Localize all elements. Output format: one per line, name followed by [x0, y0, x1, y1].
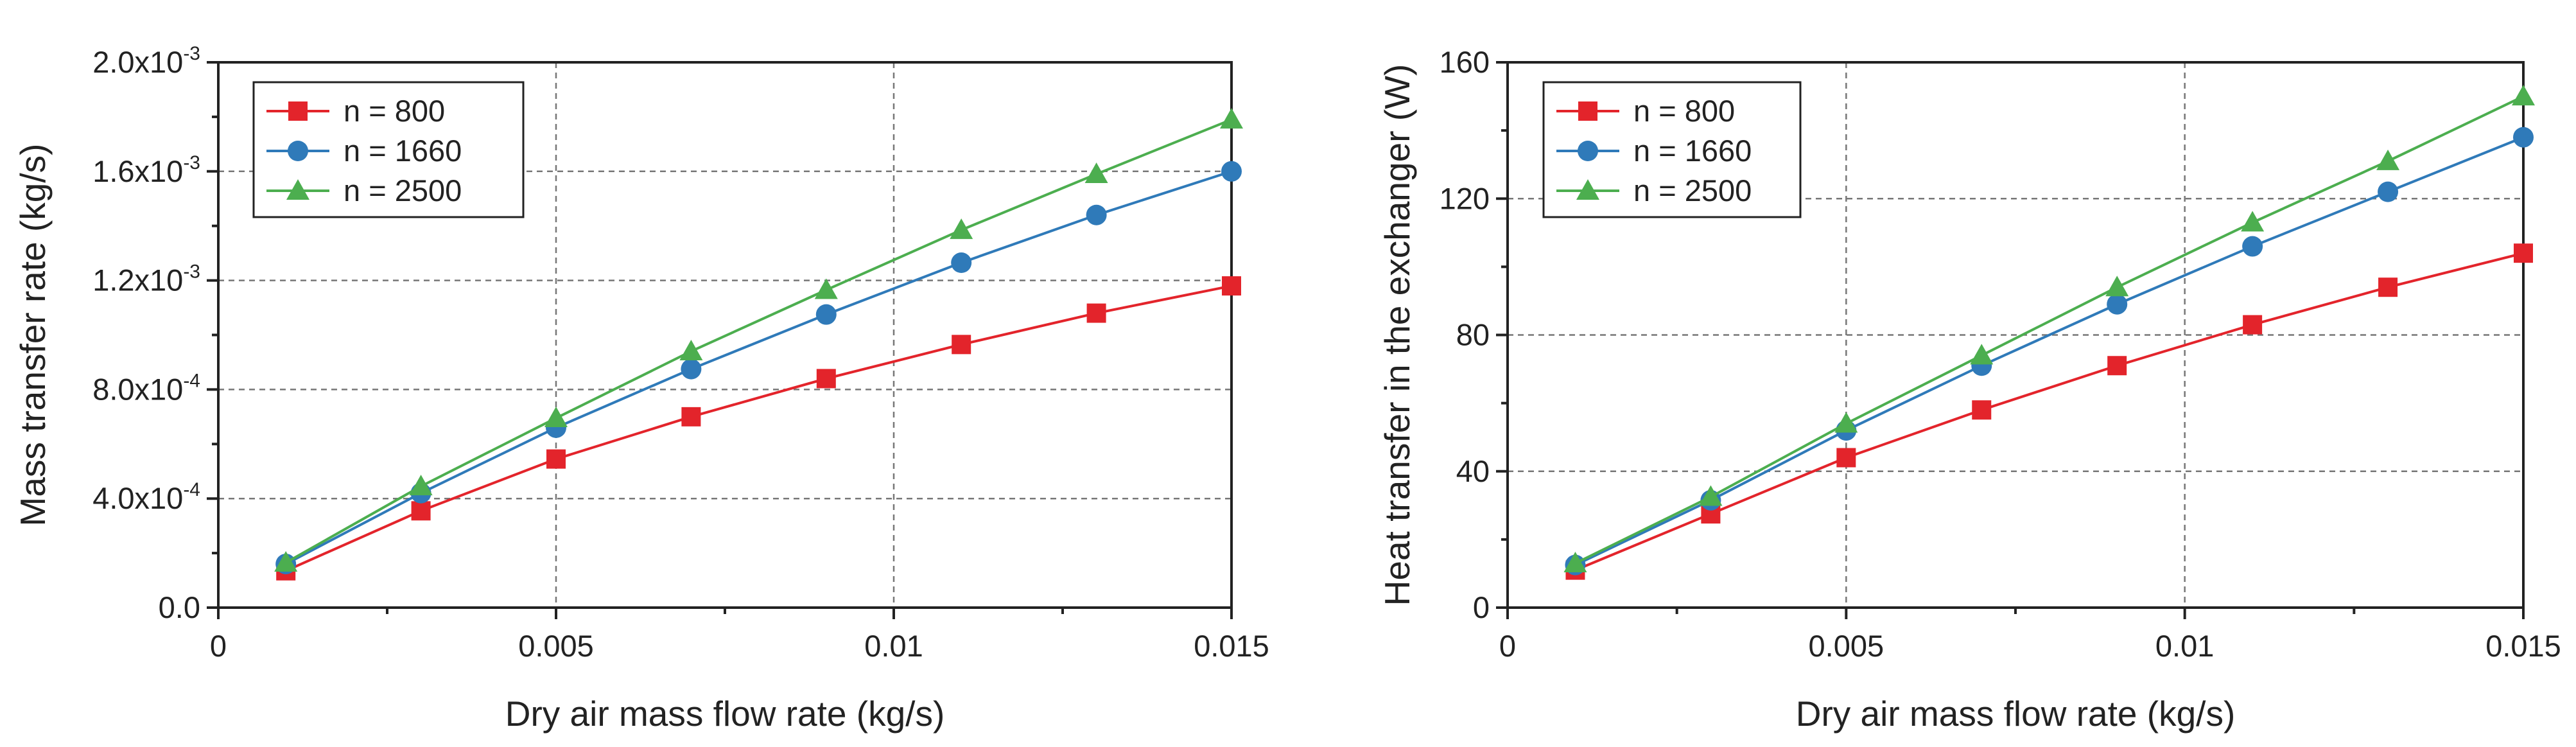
data-point: [1834, 412, 1858, 433]
legend-label: n = 800: [344, 94, 445, 128]
x-tick-label: 0.005: [518, 629, 594, 663]
data-point: [2242, 236, 2263, 257]
legend-label: n = 2500: [1633, 173, 1752, 207]
series-line: [1574, 95, 2524, 565]
legend-marker: [1578, 101, 1597, 121]
data-point: [2378, 181, 2399, 202]
series-line: [285, 170, 1232, 565]
data-point: [544, 406, 568, 427]
series-n-2500: [1563, 85, 2535, 573]
series-n-800: [1565, 243, 2533, 580]
data-point: [546, 449, 566, 469]
y-tick-label: 40: [1456, 454, 1490, 488]
x-tick-label: 0: [1499, 629, 1516, 663]
data-point: [1084, 163, 1108, 184]
data-point: [814, 278, 838, 299]
data-point: [816, 369, 836, 389]
y-tick-label: 0.0: [159, 590, 200, 624]
legend-label: n = 1660: [1633, 134, 1752, 168]
data-point: [274, 550, 298, 572]
legend-label: n = 800: [1633, 94, 1735, 128]
data-point: [2105, 276, 2129, 297]
legend-marker: [288, 101, 308, 121]
x-tick-label: 0.015: [2485, 629, 2561, 663]
data-point: [1699, 485, 1723, 506]
data-point: [2107, 356, 2127, 376]
y-axis-title: Heat transfer in the exchanger (W): [1377, 64, 1417, 606]
data-point: [2107, 294, 2128, 315]
data-point: [1220, 108, 1243, 129]
y-tick-label: 4.0x10-4: [92, 479, 200, 515]
x-tick-label: 0.01: [864, 629, 923, 663]
data-point: [681, 407, 701, 426]
data-point: [679, 339, 703, 360]
legend-marker: [1576, 179, 1599, 200]
series-line: [285, 118, 1232, 564]
data-point: [950, 218, 973, 240]
data-point: [2512, 85, 2535, 106]
legend: n = 800 n = 1660 n = 2500: [1542, 81, 1802, 218]
y-tick-label: 8.0x10-4: [92, 370, 200, 406]
chart-panel-2: 0 0.005 0.01 0.015 0 40 80 120 160 Dry air mass f…: [1377, 45, 2561, 734]
data-point: [1836, 448, 1856, 468]
y-tick-label: 1.6x10-3: [92, 152, 200, 188]
series-n-2500: [274, 108, 1243, 572]
legend: n = 800 n = 1660 n = 2500: [252, 81, 525, 218]
legend-marker: [288, 141, 308, 161]
chart-panel-1: 0 0.005 0.01 0.015 0.0 4.0x10-4 8.0x10-4 1.2x10…: [13, 43, 1269, 734]
y-axis-title: Mass transfer rate (kg/s): [13, 144, 53, 527]
data-point: [952, 335, 971, 355]
series-n-1660: [275, 161, 1242, 575]
y-tick-label: 2.0x10-3: [92, 43, 200, 79]
x-tick-label: 0.015: [1194, 629, 1269, 663]
data-point: [1221, 161, 1242, 182]
data-point: [1563, 552, 1587, 573]
legend-marker: [286, 179, 309, 200]
data-point: [2513, 127, 2534, 148]
series-line: [1574, 252, 2524, 572]
y-tick-label: 1.2x10-3: [92, 261, 200, 297]
legend-marker: [1578, 141, 1598, 161]
x-axis-title: Dry air mass flow rate (kg/s): [1796, 694, 2236, 734]
data-point: [411, 501, 431, 521]
series-n-800: [276, 276, 1241, 581]
data-point: [951, 252, 972, 274]
data-point: [2241, 211, 2265, 232]
y-tick-label: 0: [1473, 590, 1490, 624]
data-point: [1970, 344, 1994, 365]
data-point: [2514, 243, 2533, 263]
data-point: [1086, 303, 1106, 323]
x-axis-title: Dry air mass flow rate (kg/s): [505, 694, 945, 734]
data-point: [409, 475, 433, 496]
y-tick-label: 80: [1456, 318, 1490, 352]
data-point: [2243, 315, 2263, 335]
data-point: [815, 304, 837, 325]
series-line: [1574, 136, 2524, 567]
legend-label: n = 2500: [344, 173, 462, 207]
x-tick-label: 0.01: [2155, 629, 2214, 663]
x-tick-label: 0.005: [1809, 629, 1884, 663]
x-tick-label: 0: [210, 629, 227, 663]
data-point: [1972, 400, 1992, 420]
series-line: [285, 285, 1232, 572]
data-point: [2376, 149, 2400, 170]
legend-label: n = 1660: [344, 134, 462, 168]
data-point: [1086, 204, 1107, 225]
data-point: [2378, 277, 2398, 297]
data-point: [1222, 276, 1241, 296]
data-point: [681, 358, 702, 380]
y-tick-label: 160: [1440, 45, 1490, 79]
y-tick-label: 120: [1440, 181, 1490, 215]
